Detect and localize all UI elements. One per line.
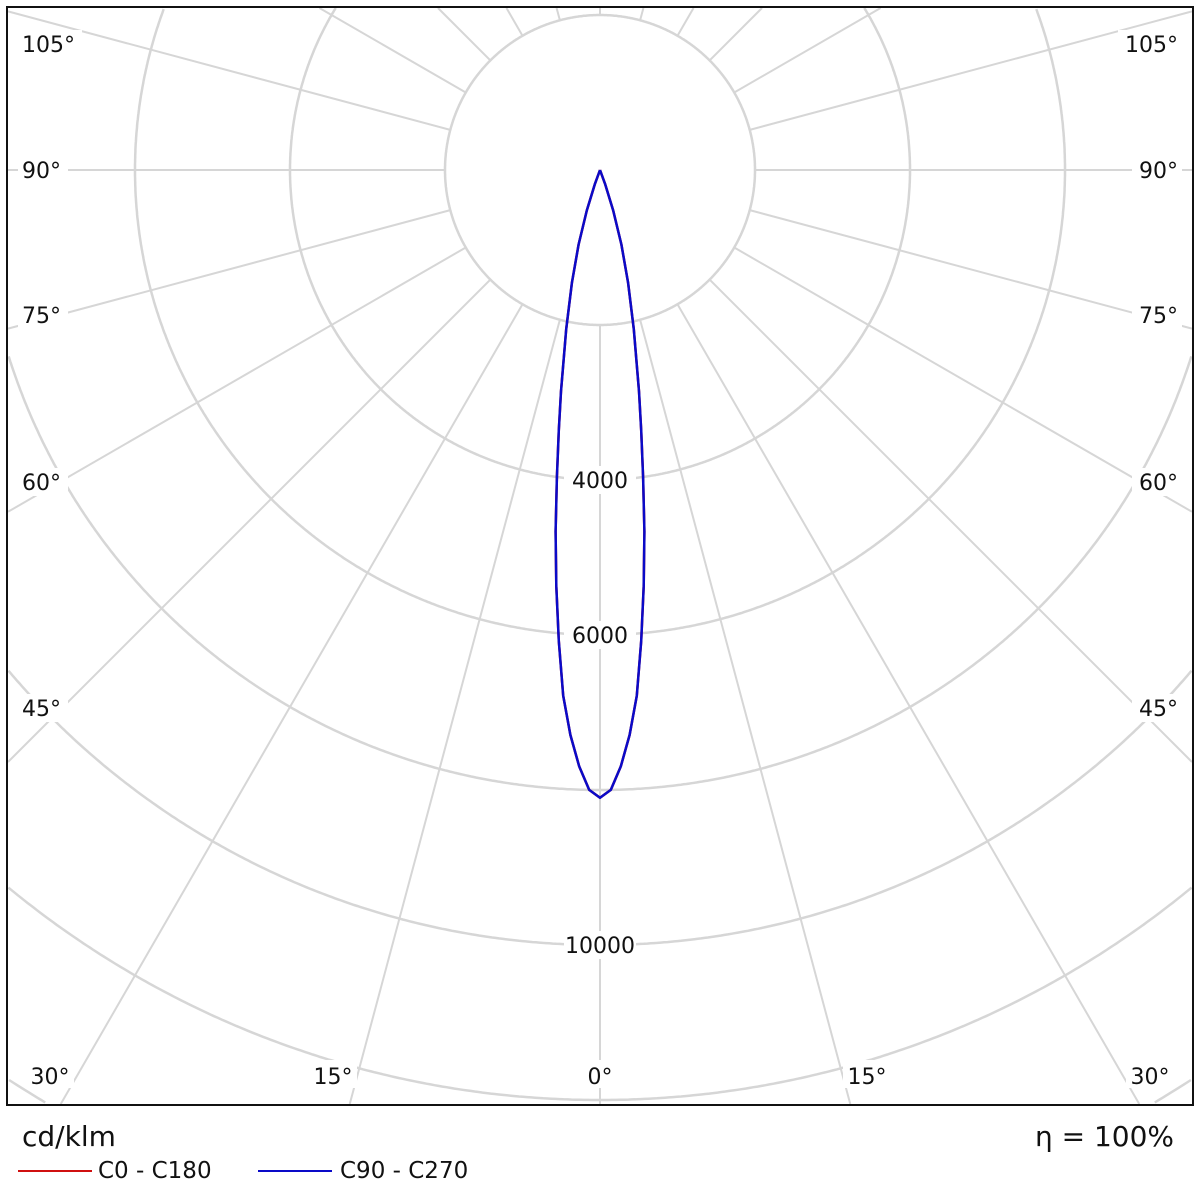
grid-circle (600, 7, 912, 482)
angle-label: 60° (22, 471, 61, 496)
grid-circle (7, 356, 600, 792)
angle-label-bg (1132, 694, 1182, 722)
grid-spoke (749, 10, 1193, 131)
grid-spoke (348, 319, 561, 1105)
grid-spoke (437, 7, 492, 62)
angle-label-bg (18, 156, 68, 184)
grid-spoke (7, 278, 492, 763)
angle-label-bg (1118, 30, 1182, 58)
angle-label-bg (576, 1060, 624, 1088)
grid-spoke (639, 7, 645, 21)
angle-label-bg (26, 1060, 74, 1088)
angle-label-bg (18, 30, 82, 58)
radial-tick-label: 6000 (572, 624, 628, 649)
legend-label-c0: C0 - C180 (98, 1158, 212, 1184)
angle-label: 45° (22, 697, 61, 722)
grid-spoke (749, 209, 1193, 330)
angle-label-bg (1132, 468, 1182, 496)
legend-swatch-c90 (258, 1170, 332, 1172)
legend-label-c90: C90 - C270 (340, 1158, 469, 1184)
efficiency-label: η = 100% (1034, 1120, 1174, 1153)
grid-spoke (639, 319, 852, 1105)
grid-circle (133, 8, 600, 637)
angle-label: 60° (1139, 471, 1178, 496)
grid-spoke (708, 7, 763, 62)
grid-circle (600, 356, 1193, 792)
curves (554, 169, 646, 800)
angle-label: 90° (22, 159, 61, 184)
angle-label-bg (18, 301, 68, 329)
angle-label-bg (18, 468, 68, 496)
angle-label: 30° (31, 1065, 70, 1090)
grid-circle (600, 886, 1193, 1102)
grid-circle (600, 8, 1067, 637)
grid-spoke (676, 7, 695, 37)
curve-c90-c270 (554, 169, 646, 800)
angle-label-bg (1132, 301, 1182, 329)
polar-grid (7, 7, 1193, 1105)
labels: 4000 6000 10000 0° 15° 15° 30° 30° 45° 45° 60° 60° 7… (18, 30, 1182, 1090)
grid-circle (600, 669, 1193, 947)
grid-circle (288, 7, 600, 482)
legend-item-c0: C0 - C180 (18, 1158, 212, 1184)
angle-label: 75° (22, 304, 61, 329)
plot-frame (6, 6, 1194, 1106)
grid-spoke (7, 10, 451, 131)
angle-label: 45° (1139, 697, 1178, 722)
angle-label-bg (1132, 156, 1182, 184)
angle-label: 90° (1139, 159, 1178, 184)
grid-circle (7, 669, 600, 947)
angle-label: 105° (22, 33, 75, 58)
unit-label: cd/klm (22, 1120, 116, 1153)
grid-spoke (318, 7, 467, 94)
angle-label: 75° (1139, 304, 1178, 329)
legend-item-c90: C90 - C270 (258, 1158, 468, 1184)
grid-circle (1154, 1078, 1192, 1104)
grid-circle (7, 886, 600, 1102)
angle-label: 0° (588, 1065, 613, 1090)
angle-label-bg (18, 694, 68, 722)
angle-label: 15° (314, 1065, 353, 1090)
angle-label: 15° (848, 1065, 887, 1090)
grid-spoke (733, 7, 882, 94)
grid-spoke (7, 209, 451, 330)
grid-spoke (555, 7, 561, 21)
angle-label-bg (1126, 1060, 1174, 1088)
angle-label: 105° (1125, 33, 1178, 58)
grid-spoke (708, 278, 1193, 763)
grid-spoke (733, 246, 1193, 513)
legend-swatch-c0 (18, 1170, 92, 1172)
angle-label-bg (309, 1060, 357, 1088)
radial-tick-label: 4000 (572, 469, 628, 494)
angle-label-bg (843, 1060, 891, 1088)
grid-circle (8, 1078, 46, 1104)
radial-label-bg (564, 931, 636, 959)
grid-spoke (505, 7, 524, 37)
radial-label-bg (564, 621, 636, 649)
grid-spoke (676, 303, 1141, 1105)
radial-tick-label: 10000 (565, 934, 635, 959)
grid-spoke (59, 303, 524, 1105)
angle-label: 30° (1131, 1065, 1170, 1090)
radial-label-bg (564, 466, 636, 494)
grid-spoke (7, 246, 467, 513)
